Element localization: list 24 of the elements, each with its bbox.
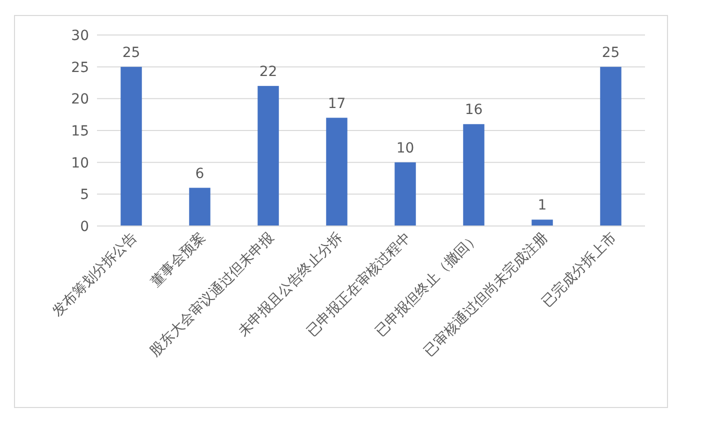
y-tick-label: 15 [71,124,89,140]
bar [120,66,142,226]
y-tick-label: 25 [71,60,89,76]
data-label: 25 [122,44,140,61]
bar [258,86,279,226]
bar [600,66,622,226]
data-label: 16 [464,102,483,118]
data-label: 10 [396,140,414,156]
data-label: 6 [195,166,204,182]
y-tick-label: 20 [71,92,89,108]
bar [326,118,348,226]
y-tick-label: 0 [80,219,89,235]
bar [189,188,210,226]
bar [532,220,553,226]
data-label: 22 [259,64,278,80]
data-label: 1 [538,198,547,214]
data-label: 25 [602,44,620,61]
x-tick-label: 董事会预案 [147,228,209,290]
y-tick-label: 30 [71,28,89,44]
bar [394,162,416,226]
y-tick-label: 5 [80,187,89,204]
data-label: 17 [328,96,346,112]
bar [463,124,484,226]
y-tick-label: 10 [71,155,89,172]
